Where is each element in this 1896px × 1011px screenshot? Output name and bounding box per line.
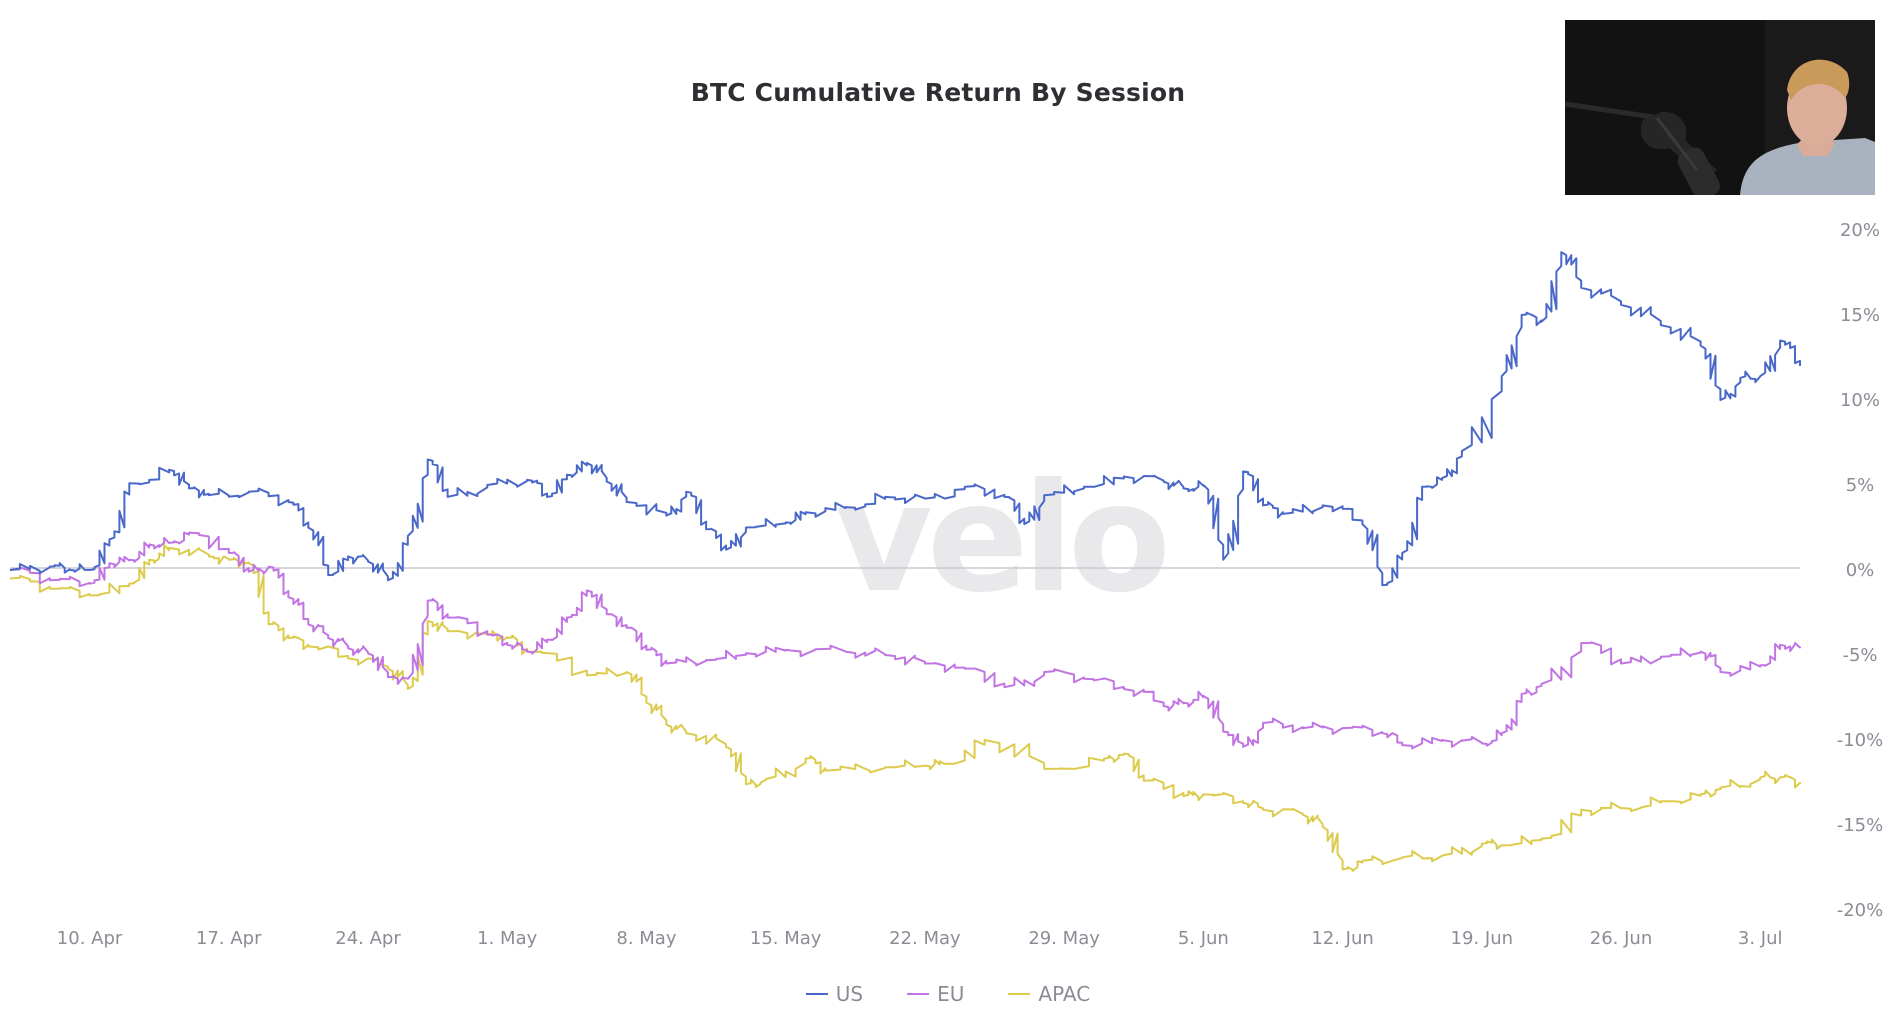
x-tick-label: 8. May (616, 928, 676, 949)
x-tick-label: 3. Jul (1738, 928, 1783, 949)
legend: US EU APAC (0, 982, 1896, 1006)
x-tick-label: 12. Jun (1311, 928, 1373, 949)
series-line-apac (9, 544, 1801, 872)
x-tick-label: 10. Apr (57, 928, 123, 949)
x-tick-label: 24. Apr (335, 928, 401, 949)
legend-label: US (835, 982, 864, 1006)
presenter-video (1565, 20, 1875, 195)
y-tick-label: -10% (1837, 730, 1884, 751)
y-axis: 20% 15% 10% 5% 0% -5% -10% -15% -20% (1837, 220, 1884, 921)
legend-item-us[interactable]: US (805, 982, 864, 1006)
x-tick-label: 17. Apr (196, 928, 262, 949)
y-tick-label: 15% (1840, 305, 1880, 326)
watermark-logo: velo (835, 452, 1165, 626)
y-tick-label: -15% (1837, 815, 1884, 836)
series-line-eu (9, 531, 1801, 750)
y-tick-label: 0% (1846, 560, 1875, 581)
series-line-us (9, 251, 1801, 587)
x-tick-label: 1. May (477, 928, 537, 949)
x-tick-label: 26. Jun (1590, 928, 1652, 949)
y-tick-label: 20% (1840, 220, 1880, 241)
legend-swatch (907, 993, 930, 995)
legend-swatch (805, 993, 828, 995)
y-tick-label: -20% (1837, 900, 1884, 921)
chart-title: BTC Cumulative Return By Session (690, 78, 1186, 107)
y-tick-label: 5% (1846, 475, 1875, 496)
x-tick-label: 19. Jun (1451, 928, 1513, 949)
x-tick-label: 22. May (889, 928, 961, 949)
legend-swatch (1008, 993, 1031, 995)
x-axis: 10. Apr 17. Apr 24. Apr 1. May 8. May 15. May… (57, 928, 1783, 949)
legend-label: EU (937, 982, 965, 1006)
y-tick-label: 10% (1840, 390, 1880, 411)
legend-item-eu[interactable]: EU (907, 982, 964, 1006)
x-tick-label: 5. Jun (1178, 928, 1229, 949)
y-tick-label: -5% (1842, 645, 1877, 666)
x-tick-label: 29. May (1028, 928, 1100, 949)
legend-item-apac[interactable]: APAC (1008, 982, 1090, 1006)
legend-label: APAC (1038, 982, 1091, 1006)
webcam-overlay (1565, 20, 1875, 195)
x-tick-label: 15. May (750, 928, 822, 949)
plot-area (9, 251, 1801, 872)
